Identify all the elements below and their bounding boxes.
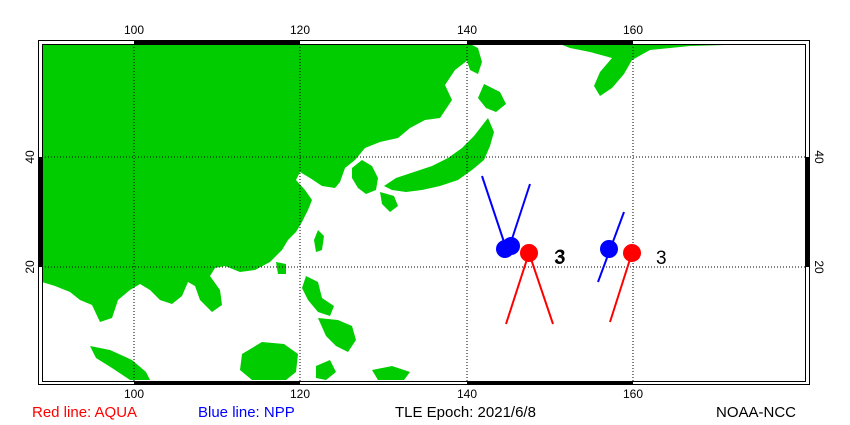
lon-label-top-100: 100 xyxy=(124,23,144,37)
npp-track-line xyxy=(481,175,506,246)
philippines-north xyxy=(302,276,334,316)
lat-label-right-20: 20 xyxy=(812,260,826,274)
hainan xyxy=(276,262,286,274)
inner-frame xyxy=(42,44,806,382)
aqua-position-marker xyxy=(520,244,538,262)
npp-track-line xyxy=(509,183,531,246)
pass-label: 3 xyxy=(555,247,566,268)
npp-position-marker xyxy=(600,240,618,258)
lon-label-top-140: 140 xyxy=(457,23,477,37)
pass-label: 3 xyxy=(554,248,565,269)
credit-label: NOAA-NCC xyxy=(716,404,797,421)
lon-label-bottom-120: 120 xyxy=(290,387,310,401)
lon-labels-bottom: 100 120 140 160 xyxy=(124,387,643,401)
lat-labels: 40 20 40 20 xyxy=(23,150,826,274)
graticule xyxy=(42,44,806,382)
lat-label-left-40: 40 xyxy=(23,150,37,164)
aqua-track-line xyxy=(505,252,530,325)
kyushu xyxy=(380,192,398,212)
korea xyxy=(352,160,378,194)
lon-label-top-160: 160 xyxy=(623,23,643,37)
lon-label-bottom-160: 160 xyxy=(623,387,643,401)
aqua-position-marker xyxy=(623,244,641,262)
philippines-south xyxy=(318,318,356,352)
pass-labels: 3 3 3 xyxy=(554,247,667,269)
kamchatka xyxy=(560,44,760,96)
legend-aqua-label: Red line: AQUA xyxy=(32,404,138,421)
sakhalin xyxy=(466,44,482,74)
lon-labels-top: 100 120 140 160 xyxy=(124,23,643,37)
land-masses xyxy=(42,44,760,380)
aqua-track-line xyxy=(609,252,633,323)
asia-mainland xyxy=(42,44,470,322)
npp-position-marker xyxy=(502,237,520,255)
aqua-tracks xyxy=(505,244,641,325)
tle-epoch-label: TLE Epoch: 2021/6/8 xyxy=(395,404,536,421)
lon-label-bottom-140: 140 xyxy=(457,387,477,401)
new-guinea xyxy=(372,366,410,380)
lon-label-top-120: 120 xyxy=(290,23,310,37)
pass-label: 3 xyxy=(656,248,667,269)
npp-tracks xyxy=(481,175,625,283)
malay-peninsula xyxy=(90,346,150,380)
hokkaido xyxy=(478,84,506,112)
lat-label-left-20: 20 xyxy=(23,260,37,274)
lon-label-bottom-100: 100 xyxy=(124,387,144,401)
legend-npp-label: Blue line: NPP xyxy=(198,404,295,421)
sulawesi xyxy=(316,360,336,380)
lat-label-right-40: 40 xyxy=(812,150,826,164)
aqua-track-line xyxy=(528,252,554,325)
taiwan xyxy=(314,230,324,252)
borneo xyxy=(240,342,298,380)
map-frame xyxy=(38,40,810,385)
